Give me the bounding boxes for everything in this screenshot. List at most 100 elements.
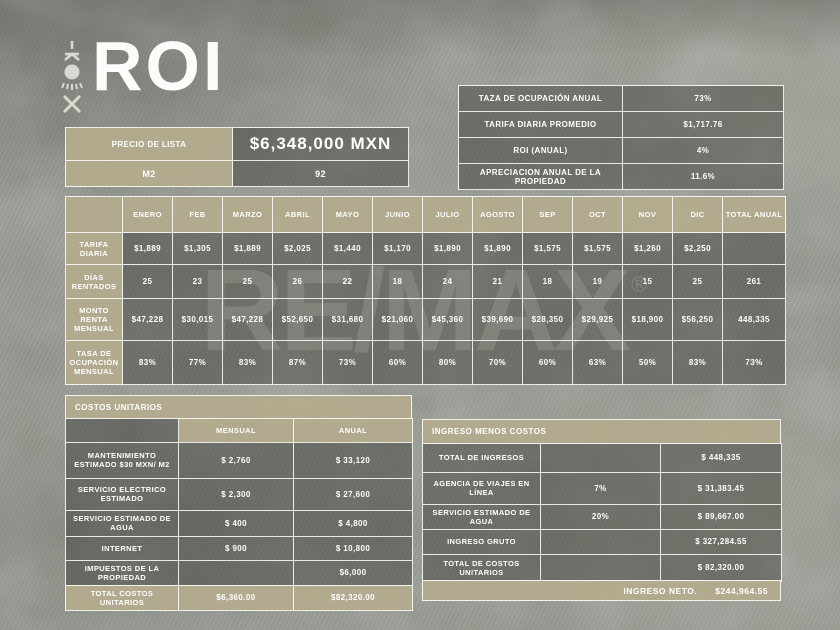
costs-total-mensual: $6,360.00 bbox=[178, 584, 294, 611]
income-net-value: $244,964.55 bbox=[715, 585, 768, 596]
monthly-value: 60% bbox=[372, 340, 423, 385]
costs-row: IMPUESTOS DE LA PROPIEDAD $6,000 bbox=[65, 559, 413, 586]
monthly-value: 73% bbox=[322, 340, 373, 385]
price-value: 92 bbox=[232, 160, 409, 187]
income-amount-value: $ 327,284.55 bbox=[660, 528, 782, 555]
costs-table: MENSUAL ANUAL MANTENIMIENTO ESTIMADO $30 M… bbox=[65, 417, 413, 611]
monthly-value: 22 bbox=[322, 264, 373, 299]
monthly-row: TASA DE OCUPACIÓN MENSUAL 83% 77% 83% 87% 73%… bbox=[65, 340, 786, 385]
costs-mensual-value: $ 900 bbox=[178, 535, 294, 561]
monthly-corner-cell bbox=[65, 196, 123, 233]
summary-label: TARIFA DIARIA PROMEDIO bbox=[458, 111, 623, 138]
costs-anual-value: $6,000 bbox=[293, 559, 413, 586]
monthly-value: 63% bbox=[572, 340, 623, 385]
costs-col-header: MENSUAL bbox=[178, 417, 294, 443]
income-row: SERVICIO ESTIMADO DE AGUA 20% $ 89,667.00 bbox=[422, 503, 782, 530]
monthly-value: 73% bbox=[722, 340, 786, 385]
income-pct-value bbox=[540, 553, 661, 582]
month-header: DIC bbox=[672, 196, 723, 233]
month-header: NOV bbox=[622, 196, 673, 233]
monthly-value: $1,889 bbox=[122, 232, 173, 265]
monthly-row-label: DÍAS RENTADOS bbox=[65, 264, 123, 299]
price-label: M2 bbox=[65, 160, 233, 187]
monthly-row-label: MONTO RENTA MENSUAL bbox=[65, 298, 123, 341]
monthly-row-label: TASA DE OCUPACIÓN MENSUAL bbox=[65, 340, 123, 385]
monthly-value: 83% bbox=[222, 340, 273, 385]
monthly-value: 18 bbox=[522, 264, 573, 299]
monthly-value: $2,025 bbox=[272, 232, 323, 265]
income-pct-value bbox=[540, 442, 661, 473]
monthly-header-row: ENERO FEB MARZO ABRIL MAYO JUNIO JULIO AGOSTO SE… bbox=[65, 196, 786, 233]
monthly-value: $1,889 bbox=[222, 232, 273, 265]
income-row: TOTAL DE COSTOS UNITARIOS $ 82,320.00 bbox=[422, 553, 782, 582]
income-pct-value bbox=[540, 528, 661, 555]
monthly-value: 26 bbox=[272, 264, 323, 299]
summary-table: TAZA DE OCUPACIÓN ANUAL 73% TARIFA DIARIA … bbox=[458, 85, 784, 190]
income-table: TOTAL DE INGRESOS $ 448,335 AGENCIA DE VIA… bbox=[422, 442, 782, 582]
monthly-value: $1,305 bbox=[172, 232, 223, 265]
costs-anual-value: $ 10,800 bbox=[293, 535, 413, 561]
costs-mensual-value: $ 400 bbox=[178, 509, 294, 537]
monthly-value: 24 bbox=[422, 264, 473, 299]
costs-row-label: IMPUESTOS DE LA PROPIEDAD bbox=[65, 559, 179, 586]
month-header: ABRIL bbox=[272, 196, 323, 233]
monthly-row-label: TARIFA DIARIA bbox=[65, 232, 123, 265]
monthly-value: 261 bbox=[722, 264, 786, 299]
monthly-value: $39,690 bbox=[472, 298, 523, 341]
monthly-value: $1,575 bbox=[572, 232, 623, 265]
summary-value: $1,717.76 bbox=[622, 111, 784, 138]
costs-mensual-value: $ 2,760 bbox=[178, 441, 294, 479]
costs-footer-row: TOTAL COSTOS UNITARIOS $6,360.00 $82,320.0… bbox=[65, 584, 413, 611]
summary-value: 4% bbox=[622, 137, 784, 164]
month-header: JULIO bbox=[422, 196, 473, 233]
monthly-value: 23 bbox=[172, 264, 223, 299]
costs-total-label: TOTAL COSTOS UNITARIOS bbox=[65, 584, 179, 611]
monthly-value: 83% bbox=[122, 340, 173, 385]
costs-anual-value: $ 4,800 bbox=[293, 509, 413, 537]
month-header: MAYO bbox=[322, 196, 373, 233]
monthly-value: $1,260 bbox=[622, 232, 673, 265]
costs-anual-value: $ 33,120 bbox=[293, 441, 413, 479]
income-row: TOTAL DE INGRESOS $ 448,335 bbox=[422, 442, 782, 473]
summary-label: APRECIACION ANUAL DE LA PROPIEDAD bbox=[458, 163, 623, 190]
page-title: ROI bbox=[92, 27, 226, 105]
price-row: PRECIO DE LISTA $6,348,000 MXN bbox=[65, 127, 409, 161]
brand-logo-icon bbox=[61, 41, 83, 114]
monthly-value: $1,575 bbox=[522, 232, 573, 265]
income-net-label: INGRESO NETO. bbox=[623, 585, 698, 596]
monthly-value: $29,925 bbox=[572, 298, 623, 341]
costs-row: SERVICIO ESTIMADO DE AGUA $ 400 $ 4,800 bbox=[65, 509, 413, 537]
month-header: ENERO bbox=[122, 196, 173, 233]
monthly-table: ENERO FEB MARZO ABRIL MAYO JUNIO JULIO AGOSTO SE… bbox=[65, 196, 786, 385]
monthly-value: 77% bbox=[172, 340, 223, 385]
monthly-value: $2,250 bbox=[672, 232, 723, 265]
summary-label: TAZA DE OCUPACIÓN ANUAL bbox=[458, 85, 623, 112]
month-header: AGOSTO bbox=[472, 196, 523, 233]
monthly-row: MONTO RENTA MENSUAL $47,228 $30,015 $47,228… bbox=[65, 298, 786, 341]
costs-mensual-value: $ 2,300 bbox=[178, 477, 294, 511]
income-table-title: INGRESO MENOS COSTOS bbox=[422, 419, 781, 444]
summary-row: ROI (ANUAL) 4% bbox=[458, 137, 784, 164]
monthly-value: 19 bbox=[572, 264, 623, 299]
costs-total-anual: $82,320.00 bbox=[293, 584, 413, 611]
monthly-value: 83% bbox=[672, 340, 723, 385]
summary-row: APRECIACION ANUAL DE LA PROPIEDAD 11.6% bbox=[458, 163, 784, 190]
income-row-label: AGENCIA DE VIAJES EN LÍNEA bbox=[422, 471, 541, 505]
month-header: FEB bbox=[172, 196, 223, 233]
monthly-value: $47,228 bbox=[222, 298, 273, 341]
monthly-value: 60% bbox=[522, 340, 573, 385]
costs-anual-value: $ 27,600 bbox=[293, 477, 413, 511]
income-pct-value: 20% bbox=[540, 503, 661, 530]
price-table: PRECIO DE LISTA $6,348,000 MXN M2 92 bbox=[65, 127, 409, 187]
summary-label: ROI (ANUAL) bbox=[458, 137, 623, 164]
monthly-value: 25 bbox=[672, 264, 723, 299]
income-amount-value: $ 82,320.00 bbox=[660, 553, 782, 582]
monthly-value: 18 bbox=[372, 264, 423, 299]
costs-row-label: SERVICIO ESTIMADO DE AGUA bbox=[65, 509, 179, 537]
monthly-row: DÍAS RENTADOS 25 23 25 26 22 18 24 21 18 19 15 25 261 bbox=[65, 264, 786, 299]
income-net-footer: INGRESO NETO. $244,964.55 bbox=[422, 580, 781, 601]
costs-row-label: INTERNET bbox=[65, 535, 179, 561]
monthly-value: $1,890 bbox=[422, 232, 473, 265]
month-header: MARZO bbox=[222, 196, 273, 233]
income-amount-value: $ 89,667.00 bbox=[660, 503, 782, 530]
